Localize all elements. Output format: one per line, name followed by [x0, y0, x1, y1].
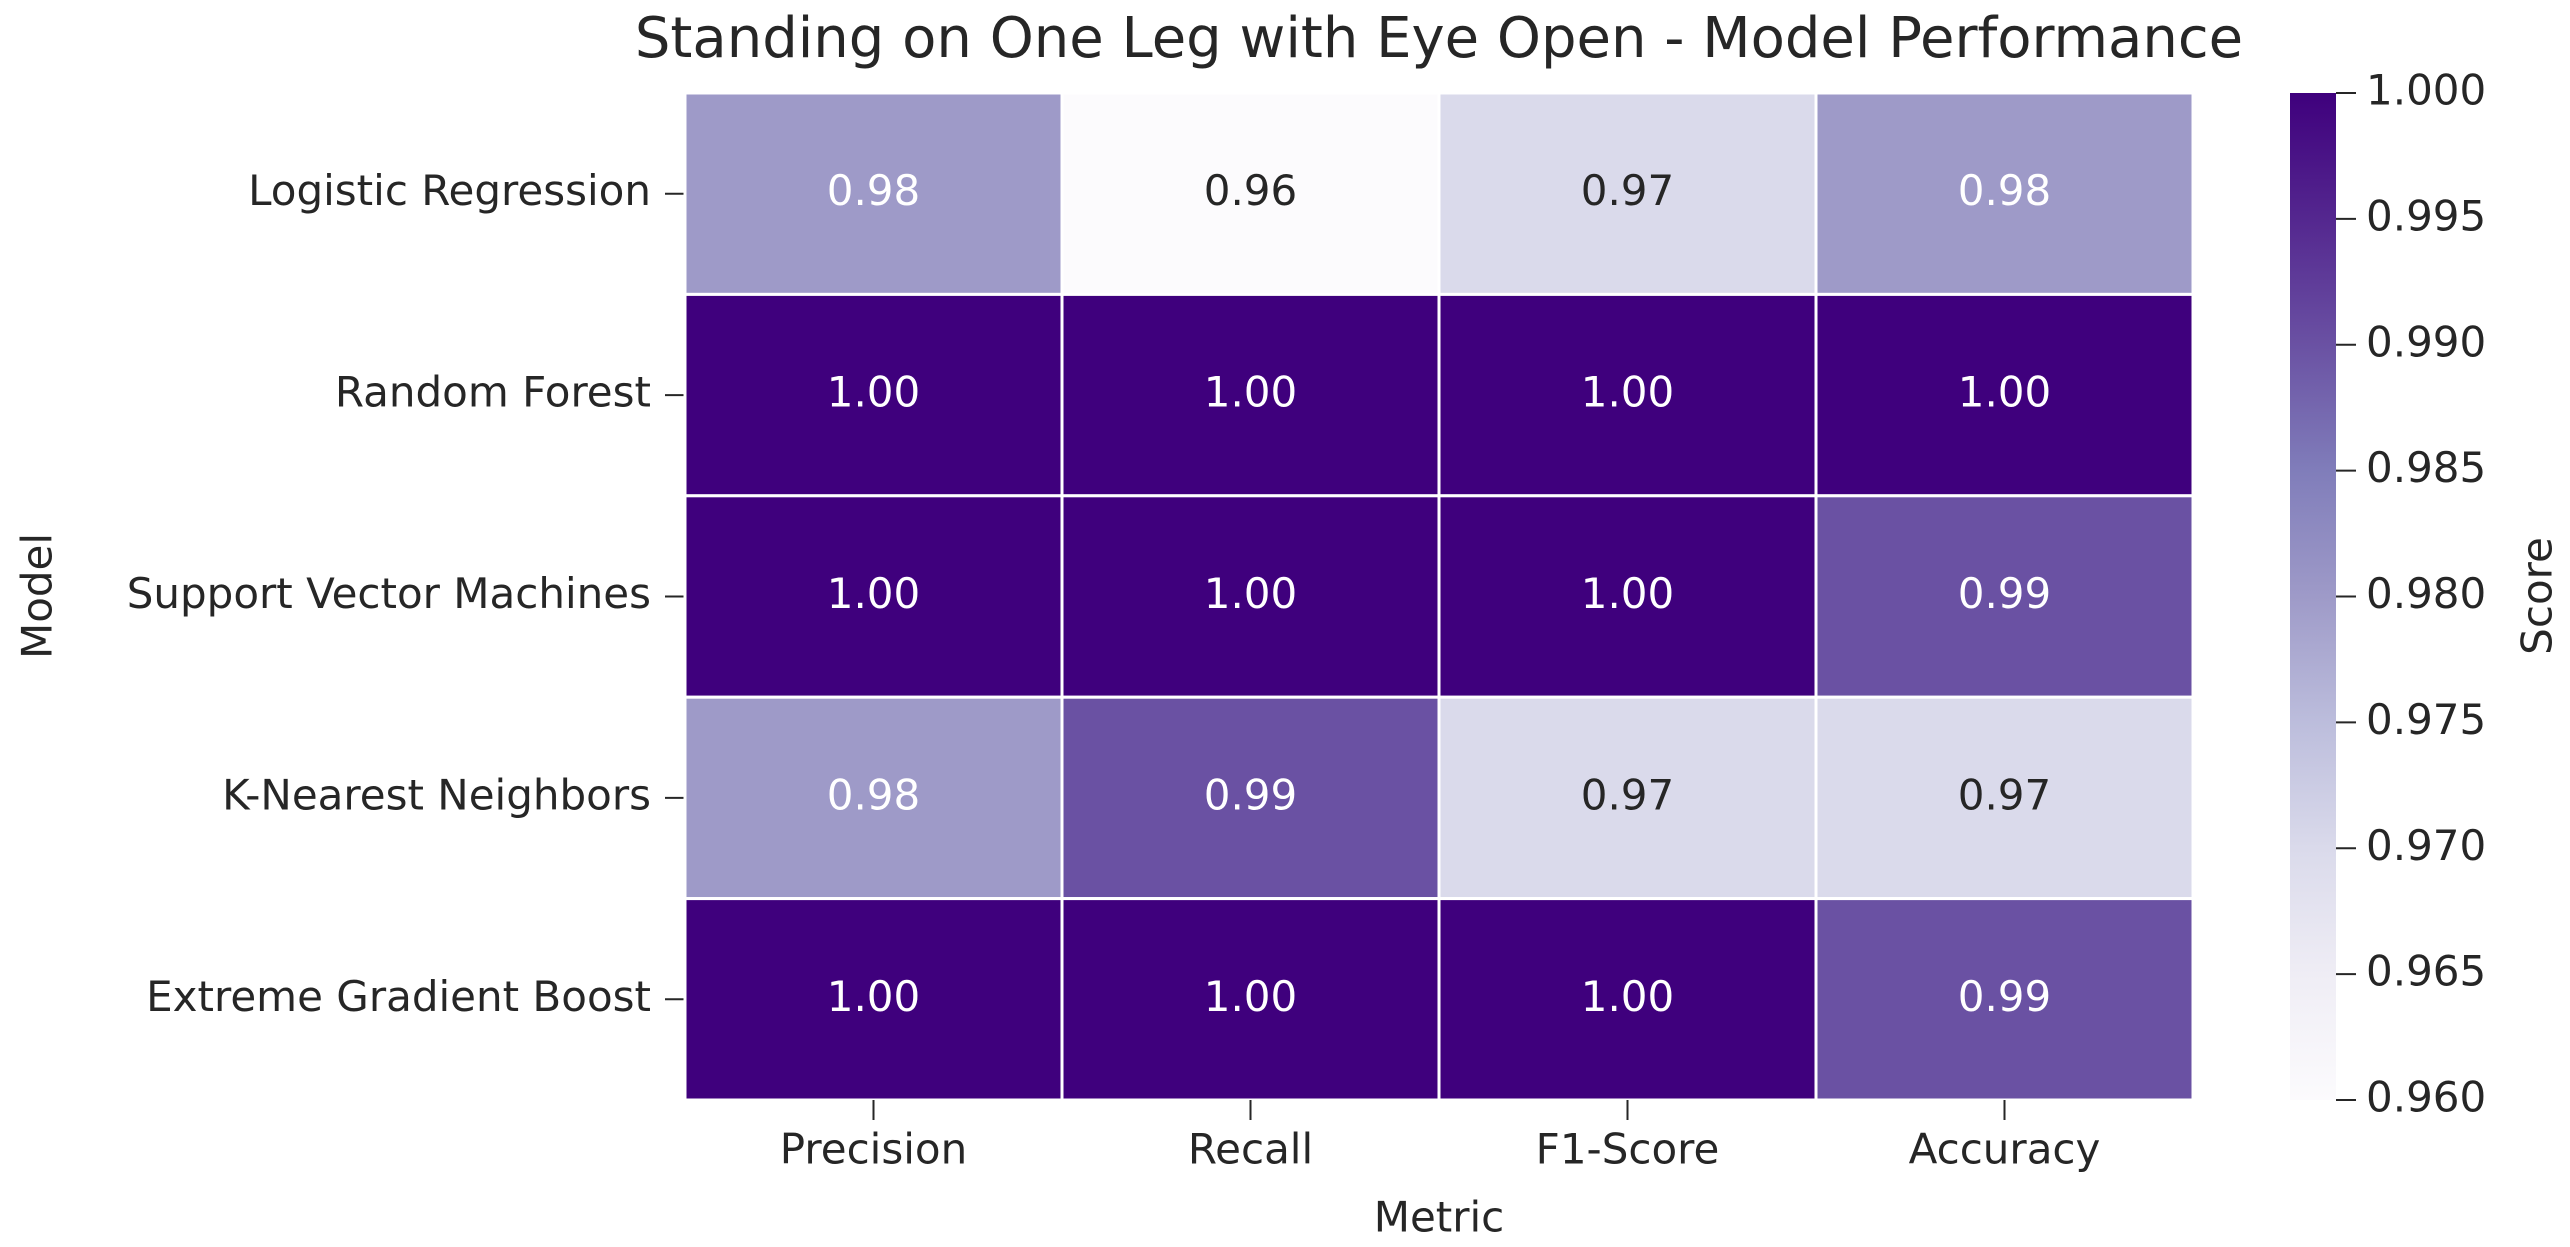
heatmap-cell	[1814, 494, 2195, 699]
heatmap-cell	[1437, 897, 1818, 1102]
cell-label: 1.00	[827, 569, 921, 618]
x-tick-label: Accuracy	[1909, 1125, 2101, 1174]
y-tick-label: Extreme Gradient Boost	[146, 972, 651, 1021]
y-tick-label: K-Nearest Neighbors	[222, 770, 651, 819]
colorbar-tick-label: 0.980	[2366, 569, 2486, 618]
y-tick-label: Logistic Regression	[248, 166, 651, 215]
heatmap-cell	[683, 897, 1064, 1102]
heatmap-cell	[1060, 695, 1441, 901]
x-tick-label: F1-Score	[1536, 1125, 1720, 1174]
cell-label: 1.00	[1204, 569, 1298, 618]
cell-label: 0.97	[1958, 770, 2052, 819]
y-tick-label: Random Forest	[335, 368, 651, 417]
heatmap-cell	[1060, 494, 1441, 699]
colorbar-tick-label: 0.990	[2366, 317, 2486, 366]
heatmap-cell	[1060, 292, 1441, 498]
cell-label: 0.99	[1958, 569, 2052, 618]
cell-label: 1.00	[827, 368, 921, 417]
cell-label: 1.00	[1581, 368, 1675, 417]
heatmap-cell	[683, 494, 1064, 699]
y-axis-label: Model	[13, 533, 62, 659]
colorbar-tick-label: 0.960	[2366, 1073, 2486, 1122]
cell-label: 0.98	[1958, 166, 2052, 215]
colorbar	[2290, 93, 2336, 1100]
heatmap-cell	[1814, 897, 2195, 1102]
colorbar-tick-label: 0.995	[2366, 191, 2486, 240]
x-axis-label: Metric	[1374, 1193, 1505, 1242]
colorbar-tick-label: 0.975	[2366, 695, 2486, 744]
heatmap-cell	[1814, 695, 2195, 901]
chart-title: Standing on One Leg with Eye Open - Mode…	[635, 6, 2243, 71]
cell-label: 1.00	[1581, 569, 1675, 618]
cell-label: 0.96	[1204, 166, 1298, 215]
heatmap-cell	[1437, 292, 1818, 498]
cell-label: 0.99	[1204, 770, 1298, 819]
cell-label: 1.00	[1204, 368, 1298, 417]
cell-label: 0.97	[1581, 770, 1675, 819]
cell-label: 1.00	[1958, 368, 2052, 417]
x-tick-label: Precision	[780, 1125, 967, 1174]
cell-label: 0.99	[1958, 972, 2052, 1021]
heatmap-cell	[1060, 91, 1441, 296]
colorbar-label: Score	[2513, 537, 2562, 655]
cell-label: 1.00	[827, 972, 921, 1021]
colorbar-tick-label: 0.985	[2366, 443, 2486, 492]
cell-label: 0.98	[827, 166, 921, 215]
y-tick-label: Support Vector Machines	[127, 569, 651, 618]
colorbar-tick-label: 0.965	[2366, 947, 2486, 996]
cell-label: 1.00	[1204, 972, 1298, 1021]
heatmap-cell	[1060, 897, 1441, 1102]
colorbar-tick-label: 1.000	[2366, 66, 2486, 115]
cell-label: 1.00	[1581, 972, 1675, 1021]
heatmap-cell	[1814, 91, 2195, 296]
cell-label: 0.97	[1581, 166, 1675, 215]
cell-label: 0.98	[827, 770, 921, 819]
x-tick-label: Recall	[1188, 1125, 1313, 1174]
colorbar-tick-label: 0.970	[2366, 821, 2486, 870]
